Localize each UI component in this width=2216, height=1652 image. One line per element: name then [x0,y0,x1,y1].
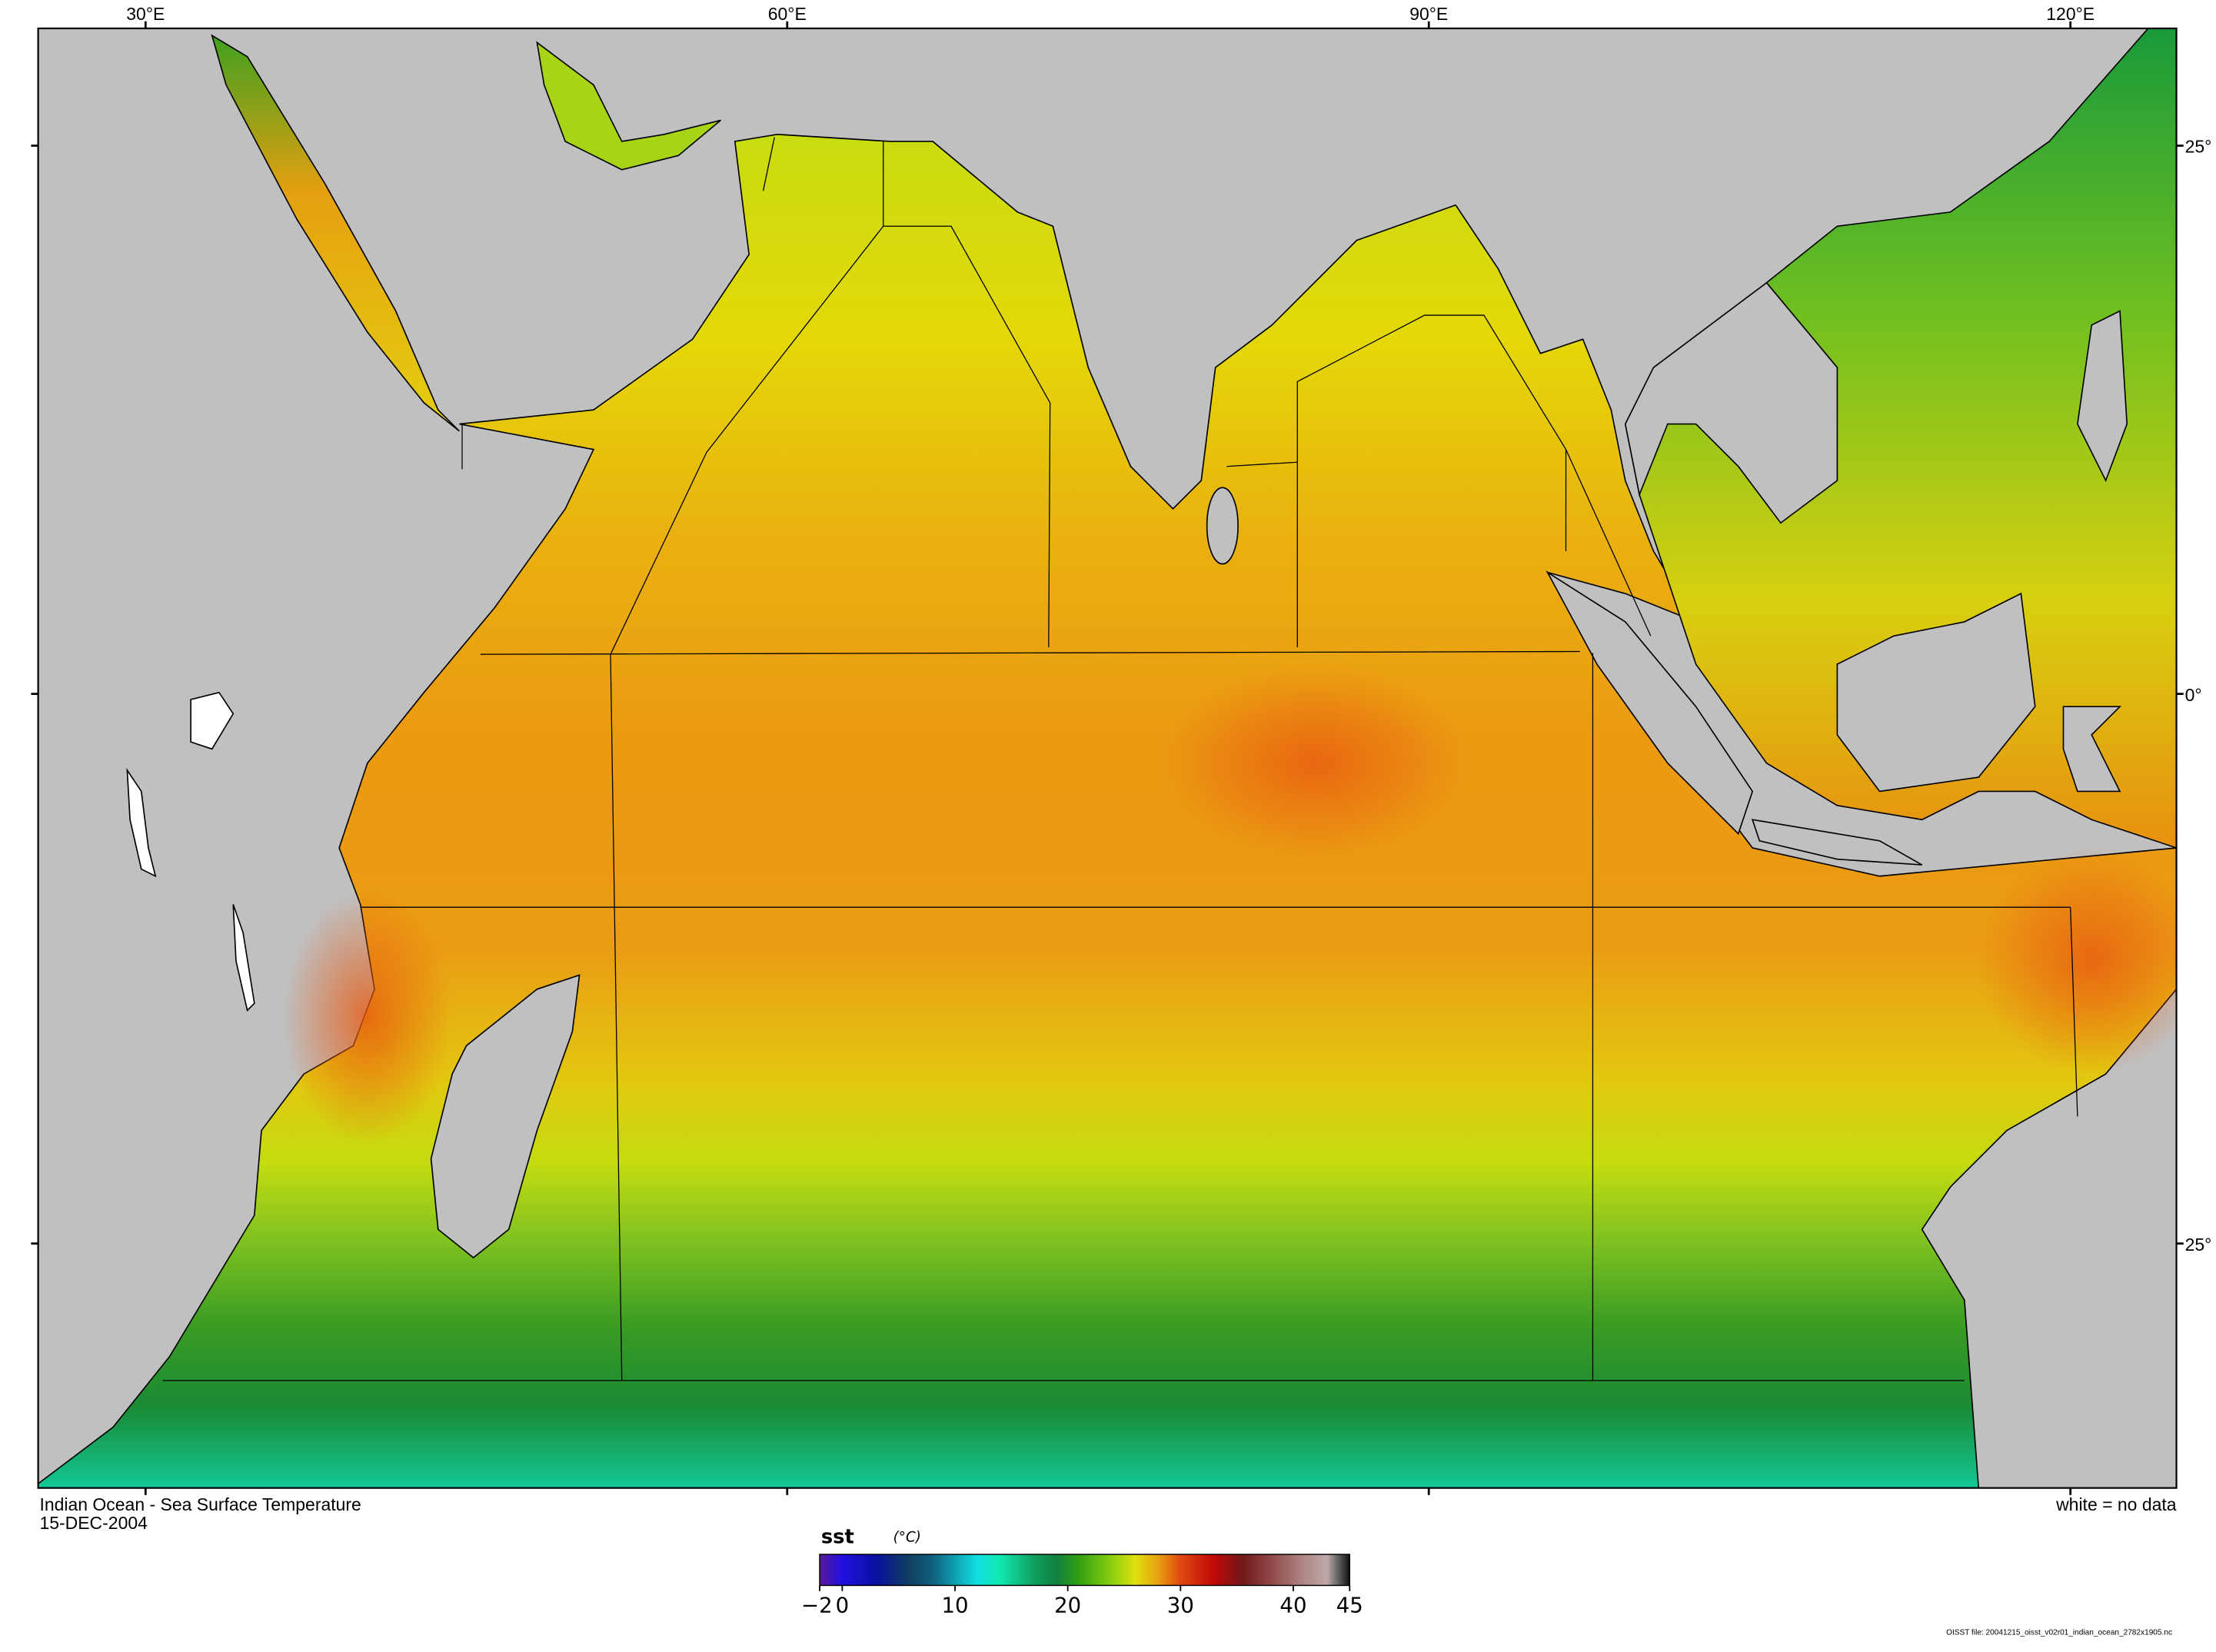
philippines [2077,310,2128,483]
colorbar-gradient [819,1554,1351,1587]
colorbar-tick-label: 45 [1336,1592,1363,1617]
sumatra [1546,570,1754,836]
map-date: 15-DEC-2004 [39,1513,148,1533]
colorbar-tick-label: 10 [941,1592,968,1617]
lat-label-0: 0° [2185,685,2202,705]
no-data-lake [126,767,157,878]
lon-label-60e: 60°E [768,4,807,24]
map-area [38,28,2177,1488]
lon-label-30e: 30°E [126,4,165,24]
warm-region-east [1978,848,2177,1075]
file-note: OISST file: 20041215_oisst_v02r01_indian… [1946,1629,2172,1637]
lat-label-25s: 25° [2185,1235,2212,1255]
map-frame [37,27,2178,1489]
colorbar-unit: (°C) [893,1529,921,1545]
lat-label-25n: 25° [2185,137,2212,157]
colorbar-ticks: −2 0 10 20 30 40 45 [801,1585,1363,1617]
colorbar-tick-label: 30 [1167,1592,1194,1617]
lon-label-120e: 120°E [2046,4,2095,24]
borneo [1836,592,2036,793]
no-data-lake-2 [232,904,255,1012]
madagascar [430,974,581,1259]
axis-ticks [31,21,2184,1495]
colorbar: sst (°C) −2 0 10 20 30 40 45 [801,1525,1363,1617]
red-sea [211,34,460,432]
region-boundaries [162,137,2078,1381]
map-title: Indian Ocean - Sea Surface Temperature [39,1494,361,1514]
lon-label-90e: 90°E [1409,4,1448,24]
indochina [1624,281,1838,524]
java [1751,819,1923,866]
colorbar-tick-label: −2 [801,1592,833,1617]
persian-gulf [536,41,721,171]
colorbar-tick-label: 20 [1054,1592,1081,1617]
colorbar-tick-label: 0 [836,1592,850,1617]
warm-pool [1159,664,1470,863]
western-ghats-island-placeholder [190,691,235,750]
colorbar-variable: sst [821,1525,854,1548]
warm-region-mozambique [282,890,453,1145]
sri-lanka [1206,487,1239,565]
no-data-note: white = no data [2055,1494,2177,1514]
sulawesi [2062,706,2122,793]
colorbar-tick-label: 40 [1279,1592,1306,1617]
